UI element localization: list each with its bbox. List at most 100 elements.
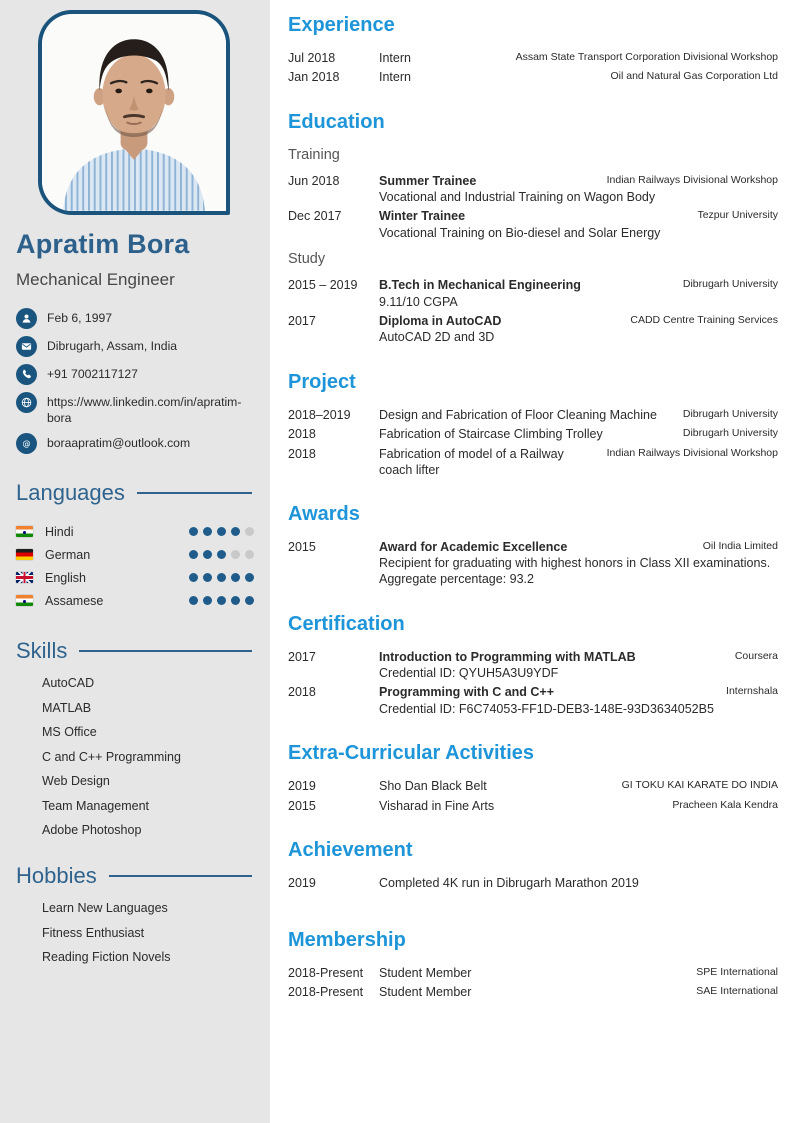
entry-date: 2015 xyxy=(288,798,316,813)
section-heading: Extra-Curricular Activities xyxy=(288,742,535,765)
hobbies-list: Learn New Languages Fitness Enthusiast Rea… xyxy=(16,901,254,964)
level-dot-filled xyxy=(217,527,226,537)
level-dot-filled xyxy=(217,550,226,560)
contact-text: Feb 6, 1997 xyxy=(47,311,113,325)
entry-title: Winter Trainee xyxy=(379,209,466,224)
language-label: German xyxy=(45,547,91,562)
level-dot-filled xyxy=(203,573,212,583)
skill-item: MS Office xyxy=(42,725,97,740)
entry-title: Fabrication of model of a Railway coach … xyxy=(379,446,564,477)
level-dot-filled xyxy=(217,596,226,606)
language-row: German xyxy=(16,543,254,566)
entry-organization: Oil and Natural Gas Corporation Ltd xyxy=(610,70,778,83)
entry-organization: CADD Centre Training Services xyxy=(630,314,778,327)
level-dot-empty xyxy=(245,550,254,560)
level-dot-filled xyxy=(189,527,198,537)
heading-rule xyxy=(136,492,252,495)
entry-organization: SAE International xyxy=(696,985,778,998)
person-icon xyxy=(16,308,37,329)
entry-row: Jan 2018 Intern Oil and Natural Gas Corpor… xyxy=(288,69,778,85)
entry-date: 2019 xyxy=(288,875,316,890)
level-dot-filled xyxy=(231,573,240,583)
entry-date: Jul 2018 xyxy=(288,51,336,65)
section-awards: Awards 2015 Award for Academic Excellence O… xyxy=(288,503,778,588)
skill-item: MATLAB xyxy=(42,700,92,715)
entry-organization: GI TOKU KAI KARATE DO INDIA xyxy=(621,779,778,792)
section-education: Education Training Jun 2018 Summer Trainee I… xyxy=(288,111,778,347)
entry-title: Design and Fabrication of Floor Cleaning… xyxy=(379,408,657,422)
entry-date: 2018-Present xyxy=(288,966,364,980)
level-dot-filled xyxy=(189,550,198,560)
level-dot-filled xyxy=(189,596,198,606)
at-icon: @ xyxy=(16,433,37,455)
entry-row: 2017 Diploma in AutoCAD CADD Centre Traini… xyxy=(288,313,778,346)
contact-text[interactable]: boraapratim@outlook.com xyxy=(47,436,191,451)
entry-title: Diploma in AutoCAD xyxy=(379,314,502,329)
entry-date: 2018 xyxy=(288,427,316,442)
entry-description: 9.11/10 CGPA xyxy=(379,294,458,309)
skills-heading: Skills xyxy=(16,638,68,664)
entry-organization: Indian Railways Divisional Workshop xyxy=(606,446,778,459)
entry-date: 2015 – 2019 xyxy=(288,278,358,293)
level-dot-filled xyxy=(231,527,240,537)
contact-list: Feb 6, 1997 Dibrugarh, Assam, India +91 70… xyxy=(16,308,254,455)
germany-flag-icon xyxy=(16,549,33,561)
section-extra-curricular-activities: Extra-Curricular Activities 2019 Sho Dan B… xyxy=(288,742,778,814)
entry-description: Vocational and Industrial Training on Wa… xyxy=(379,189,656,204)
section-heading: Awards xyxy=(288,503,360,525)
entry-title: Programming with C and C++ xyxy=(379,685,555,700)
section-membership: Membership 2018-Present Student Member SPE … xyxy=(288,929,778,1001)
entry-row: Dec 2017 Winter Trainee Tezpur University V… xyxy=(288,208,778,241)
entry-title: Introduction to Programming with MATLAB xyxy=(379,649,636,664)
section-experience: Experience Jul 2018 Intern Assam State Tran… xyxy=(288,14,778,86)
entry-date: 2019 xyxy=(288,779,316,794)
level-dot-filled xyxy=(189,573,198,583)
entry-title: Student Member xyxy=(379,966,472,980)
hobbies-heading: Hobbies xyxy=(16,863,97,889)
contact-text[interactable]: https://www.linkedin.com/in/apratim-bora xyxy=(47,395,242,426)
entry-organization: Assam State Transport Corporation Divisi… xyxy=(515,51,778,63)
contact-text: +91 7002117127 xyxy=(47,367,138,381)
language-level-dots xyxy=(189,550,254,560)
entry-title: Intern xyxy=(379,70,411,85)
section-heading: Achievement xyxy=(288,838,413,861)
hobbie-item: Learn New Languages xyxy=(42,901,168,916)
heading-rule xyxy=(79,650,252,653)
hobbie-item: Fitness Enthusiast xyxy=(42,925,145,940)
contact-row: @ boraapratim@outlook.com xyxy=(16,433,254,455)
entry-date: 2015 xyxy=(288,540,316,554)
entry-organization: Indian Railways Divisional Workshop xyxy=(606,173,778,186)
entry-row: 2015 Visharad in Fine Arts Pracheen Kala K… xyxy=(288,798,778,814)
contact-row: +91 7002117127 xyxy=(16,364,254,385)
entry-organization: Pracheen Kala Kendra xyxy=(672,798,778,811)
entry-row: 2018-Present Student Member SAE Internatio… xyxy=(288,984,778,1000)
entry-date: 2018 xyxy=(288,685,316,700)
skill-item: AutoCAD xyxy=(42,676,95,691)
entry-row: 2018-Present Student Member SPE Internatio… xyxy=(288,965,778,981)
entry-organization: Internshala xyxy=(726,685,778,698)
skill-item: Adobe Photoshop xyxy=(42,823,142,838)
contact-text: Dibrugarh, Assam, India xyxy=(47,339,178,353)
entry-row: 2019 Completed 4K run in Dibrugarh Marath… xyxy=(288,875,778,891)
skill-item: Web Design xyxy=(42,774,110,789)
entry-date: 2018 xyxy=(288,446,316,461)
language-label: Assamese xyxy=(45,593,104,608)
website-icon xyxy=(16,392,37,413)
language-level-dots xyxy=(189,596,254,606)
level-dot-filled xyxy=(245,596,254,606)
language-label: English xyxy=(45,570,86,585)
language-row: English xyxy=(16,566,254,589)
entry-date: 2018-Present xyxy=(288,985,364,1000)
languages-heading: Languages xyxy=(16,480,125,506)
entry-organization: Dibrugarh University xyxy=(682,278,778,291)
heading-rule xyxy=(108,875,252,878)
entry-row: 2015 Award for Academic Excellence Oil Ind… xyxy=(288,539,778,588)
entry-row: 2018–2019 Design and Fabrication of Floor… xyxy=(288,407,778,423)
entry-organization: SPE International xyxy=(696,966,778,978)
skills-list: AutoCAD MATLAB MS Office C and C++ Programm… xyxy=(16,676,254,837)
section-heading: Certification xyxy=(288,612,405,635)
entry-description: Credential ID: F6C74053-FF1D-DEB3-148E-9… xyxy=(379,701,714,716)
language-level-dots xyxy=(189,573,254,583)
level-dot-filled xyxy=(203,527,212,537)
